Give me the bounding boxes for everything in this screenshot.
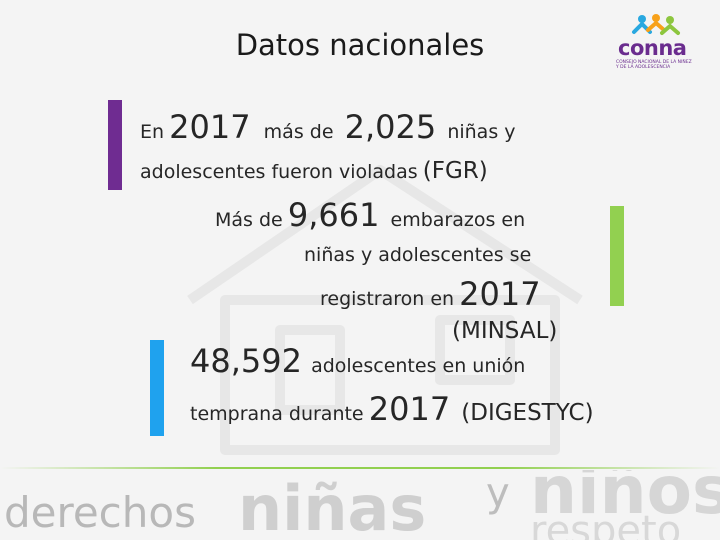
footer-decorative-words: derechos niñas y niños respeto (0, 470, 720, 540)
conna-logo: conna CONSEJO NACIONAL DE LA NIÑEZ Y DE … (604, 14, 704, 76)
children-figures-icon (632, 14, 680, 35)
stat3-line2: temprana durante 2017 (DIGESTYC) (190, 390, 594, 428)
stat3-line1: 48,592 adolescentes en unión (190, 342, 525, 380)
footer-word-ninas: niñas (238, 472, 427, 540)
stat1-year: 2017 (169, 108, 251, 146)
stat1-text: adolescentes fueron violadas (140, 161, 418, 183)
stat2-source: (MINSAL) (452, 318, 558, 344)
stat2-text: niñas y adolescentes se (304, 244, 532, 266)
stat2-line2: niñas y adolescentes se (304, 244, 531, 266)
accent-bar-blue (150, 340, 164, 436)
accent-bar-purple (108, 100, 122, 190)
stat2-prefix: Más de (215, 209, 283, 231)
stat1-mas-de: más de (263, 121, 334, 143)
footer-word-y: y (486, 470, 510, 516)
stat3-temprana: temprana durante (190, 403, 364, 425)
accent-bar-green (610, 206, 624, 306)
logo-wordmark: conna (618, 36, 687, 60)
stat2-line3: registraron en 2017 (320, 275, 541, 313)
stat1-source: (FGR) (422, 158, 488, 184)
stat2-number: 9,661 (287, 196, 380, 234)
stat3-number: 48,592 (190, 342, 302, 380)
green-divider (0, 467, 720, 469)
stat1-prefix: En (140, 121, 165, 143)
stat1-ninas: niñas y (447, 121, 516, 143)
logo-subtitle: CONSEJO NACIONAL DE LA NIÑEZ Y DE LA ADO… (616, 60, 692, 70)
page-title: Datos nacionales (235, 28, 485, 62)
stat1-number: 2,025 (344, 108, 437, 146)
stat2-registraron: registraron en (320, 288, 455, 310)
stat2-line4: (MINSAL) (452, 318, 557, 344)
stat3-text: adolescentes en unión (311, 355, 526, 377)
footer-word-respeto: respeto (530, 508, 682, 540)
footer-word-derechos: derechos (4, 488, 196, 537)
stat2-line1: Más de 9,661 embarazos en (215, 196, 525, 234)
stat3-source: (DIGESTYC) (461, 400, 594, 426)
stat2-year: 2017 (459, 275, 541, 313)
stat1-line1: En 2017 más de 2,025 niñas y (140, 108, 516, 146)
footer-word-ninos: niños (530, 470, 720, 529)
stat2-embarazos: embarazos en (390, 209, 526, 231)
stat3-year: 2017 (368, 390, 451, 428)
stat1-line2: adolescentes fueron violadas (FGR) (140, 158, 488, 184)
